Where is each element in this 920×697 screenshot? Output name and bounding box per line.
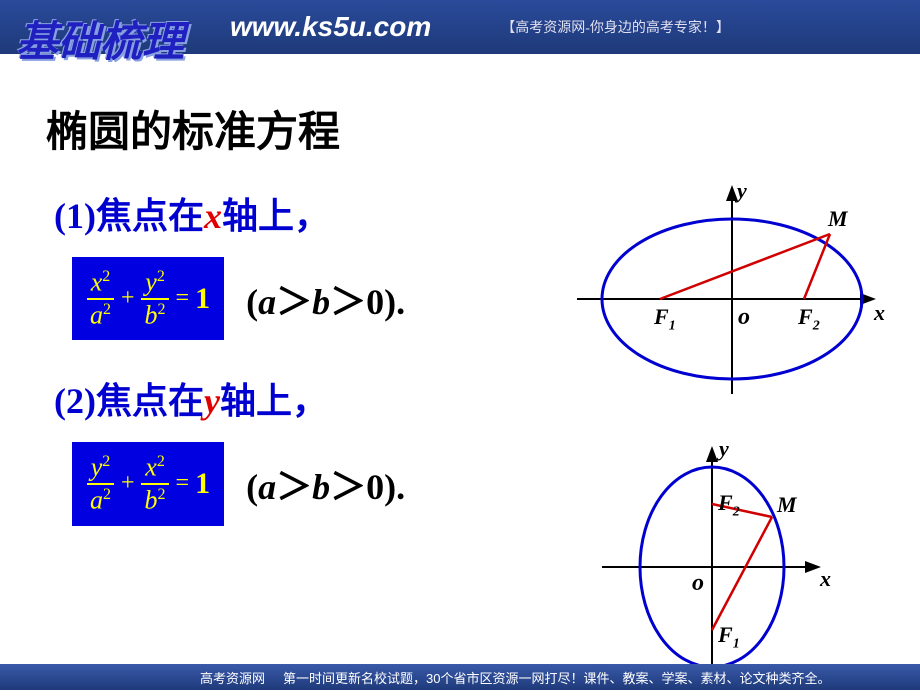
label-m: M <box>828 206 848 232</box>
plus-2: + <box>121 470 135 497</box>
diagram-vertical-ellipse: y x o F1 F2 M <box>592 442 872 692</box>
section-1-before: 焦点在 <box>96 196 204 236</box>
condition-1: (a＞b＞0). <box>246 273 405 325</box>
label-y: y <box>737 178 747 204</box>
label-y-2: y <box>719 436 729 462</box>
label-o: o <box>738 304 750 331</box>
frac-2b: x2 b2 <box>141 452 170 515</box>
label-m-2: M <box>777 492 797 518</box>
label-f2: F2 <box>798 304 820 334</box>
line-f1-m <box>660 234 830 299</box>
diagram-horizontal-ellipse: y x o F1 F2 M <box>572 164 892 414</box>
section-2-prefix: (2) <box>54 381 96 421</box>
frac-1b: y2 b2 <box>141 267 170 330</box>
corner-label: 基础梳理 <box>16 8 184 69</box>
label-f2-2: F2 <box>718 490 740 520</box>
diagram1-svg <box>572 164 892 414</box>
footer-bar: 高考资源网 第一时间更新名校试题，30个省市区资源一网打尽！课件、教案、学案、素… <box>0 664 920 690</box>
equals-2: = <box>176 470 190 497</box>
condition-2: (a＞b＞0). <box>246 458 405 510</box>
page-title: 椭圆的标准方程 <box>46 98 880 159</box>
line-f1-m-2 <box>712 517 772 630</box>
section-1-prefix: (1) <box>54 196 96 236</box>
label-x-2: x <box>820 566 831 592</box>
footer-brand: 高考资源网 <box>200 668 265 687</box>
section-1-after: 轴上， <box>222 196 330 236</box>
section-2-after: 轴上， <box>220 381 328 421</box>
section-2-axis: y <box>204 381 220 421</box>
equation-2: y2 a2 + x2 b2 = 1 <box>72 442 224 525</box>
label-o-2: o <box>692 570 704 597</box>
label-f1-2: F1 <box>718 622 740 652</box>
header-url: www.ks5u.com <box>230 11 431 43</box>
plus-1: + <box>121 285 135 312</box>
equation-1: x2 a2 + y2 b2 = 1 <box>72 257 224 340</box>
section-2-before: 焦点在 <box>96 381 204 421</box>
header-tagline: 【高考资源网-你身边的高考专家！】 <box>501 17 730 37</box>
one-1: 1 <box>195 282 210 316</box>
content-area: 椭圆的标准方程 (1)焦点在x轴上， x2 a2 + y2 b2 = 1 (a＞… <box>0 54 920 526</box>
frac-2a: y2 a2 <box>86 452 115 515</box>
label-f1: F1 <box>654 304 676 334</box>
frac-1a: x2 a2 <box>86 267 115 330</box>
label-x: x <box>874 300 885 326</box>
equals-1: = <box>176 285 190 312</box>
footer-text: 第一时间更新名校试题，30个省市区资源一网打尽！课件、教案、学案、素材、论文种类… <box>283 668 830 687</box>
section-1-axis: x <box>204 196 222 236</box>
one-2: 1 <box>195 467 210 501</box>
